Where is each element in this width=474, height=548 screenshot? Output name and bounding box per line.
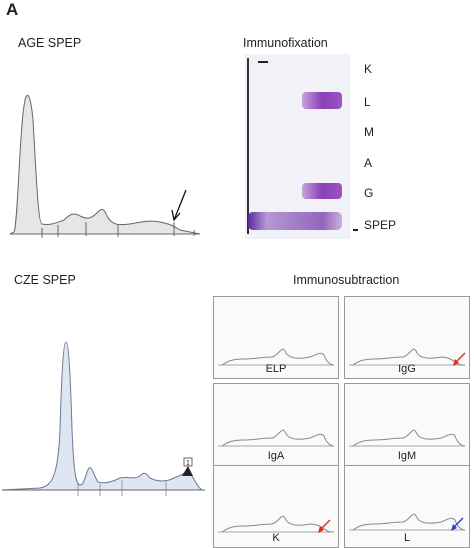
immunofixation-title: Immunofixation (243, 36, 328, 50)
is-panel-l: L (344, 465, 470, 548)
cze-peak-marker (182, 466, 193, 476)
is-caption-igm: IgM (397, 450, 417, 462)
is-panel-elp: ELP (213, 296, 339, 379)
lane-label-k: K (364, 62, 373, 76)
is-panel-iga: IgA (213, 383, 339, 466)
is-caption-k: K (272, 532, 280, 544)
is-caption-elp: ELP (265, 363, 287, 375)
lane-label-a: A (364, 156, 373, 170)
panel-letter: A (6, 0, 19, 19)
immunofixation-gel (245, 54, 350, 239)
is-caption-igg: IgG (398, 363, 416, 375)
immunosubtraction-title: Immunosubtraction (293, 273, 400, 287)
is-caption-l: L (403, 532, 411, 544)
lane-label-g: G (364, 186, 374, 200)
is-panel-igm: IgM (344, 383, 470, 466)
cze-peak-marker-label: 1 (186, 460, 190, 467)
lane-label-l: L (364, 95, 371, 109)
lane-label-spep: SPEP (364, 218, 397, 232)
age-arrow (173, 189, 187, 221)
is-panel-k: K (213, 465, 339, 548)
cze-spep-title: CZE SPEP (14, 273, 76, 287)
lane-label-m: M (364, 125, 374, 139)
is-panel-igg: IgG (344, 296, 470, 379)
is-caption-iga: IgA (267, 450, 285, 462)
age-spep-title: AGE SPEP (18, 36, 82, 50)
